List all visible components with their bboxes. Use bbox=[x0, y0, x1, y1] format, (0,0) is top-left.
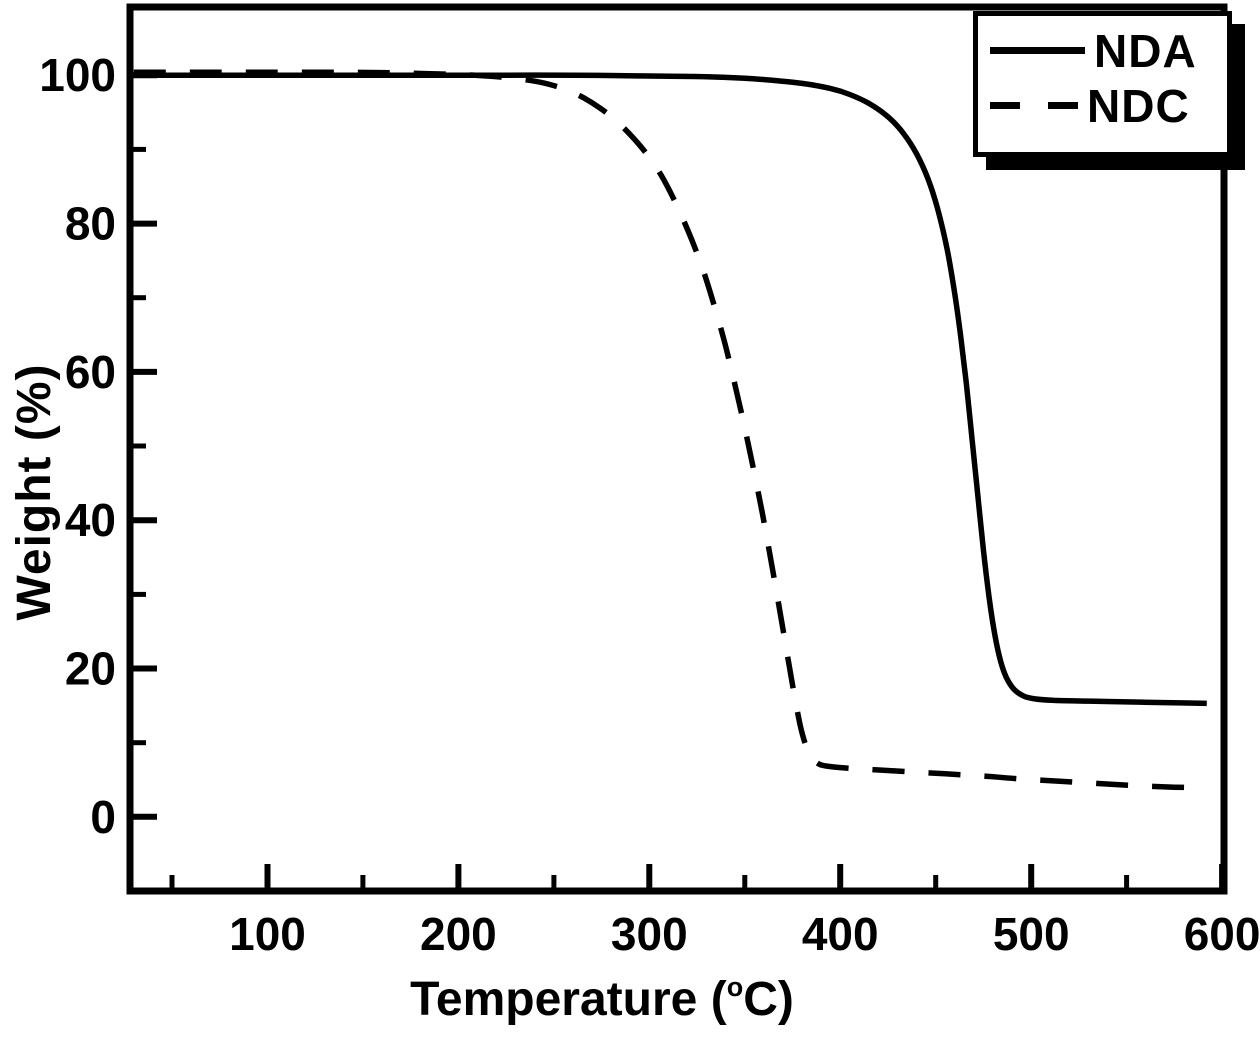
legend: NDA NDC bbox=[973, 11, 1232, 157]
y-tick-label: 100 bbox=[39, 49, 116, 101]
y-tick-label: 60 bbox=[65, 346, 116, 398]
x-axis-title: Temperature (oC) bbox=[302, 972, 902, 1027]
legend-item-ndc: NDC bbox=[990, 78, 1215, 133]
x-tick-label: 200 bbox=[420, 908, 497, 960]
y-axis-title: Weight (%) bbox=[8, 363, 61, 621]
legend-label-nda: NDA bbox=[1094, 24, 1197, 77]
y-tick-label: 20 bbox=[65, 643, 116, 695]
y-tick-label: 40 bbox=[65, 494, 116, 546]
y-tick-label: 0 bbox=[90, 791, 116, 843]
plot-border bbox=[126, 3, 1228, 895]
nda-solid-line-sample bbox=[990, 47, 1085, 54]
ndc-dashed-line-sample bbox=[990, 102, 1078, 109]
degree-symbol: o bbox=[726, 972, 744, 1002]
series-line-nda bbox=[133, 72, 1207, 707]
series-line-ndc bbox=[133, 69, 1207, 791]
x-tick-label: 100 bbox=[229, 908, 306, 960]
x-axis-title-unit: C) bbox=[743, 973, 794, 1026]
x-axis-title-text: Temperature ( bbox=[410, 973, 727, 1026]
legend-item-nda: NDA bbox=[990, 23, 1215, 78]
legend-label-ndc: NDC bbox=[1087, 79, 1190, 132]
x-tick-label: 600 bbox=[1184, 908, 1260, 960]
y-tick-label: 80 bbox=[65, 198, 116, 250]
x-tick-label: 500 bbox=[993, 908, 1070, 960]
x-tick-label: 300 bbox=[611, 908, 688, 960]
x-tick-label: 400 bbox=[802, 908, 879, 960]
